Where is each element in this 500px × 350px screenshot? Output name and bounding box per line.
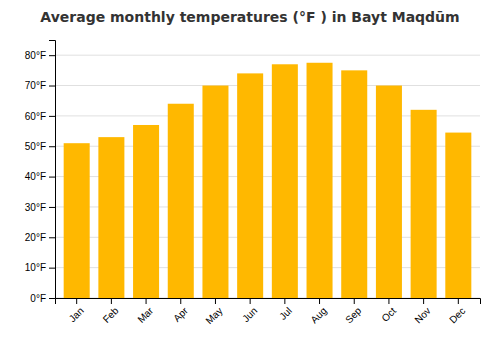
x-tick-mark: [423, 298, 424, 304]
x-tick-label: Nov: [412, 305, 432, 325]
x-tick: May: [204, 298, 225, 326]
x-tick: Dec: [447, 298, 467, 325]
x-tick: Nov: [412, 298, 432, 325]
y-tick: 10°F: [25, 262, 55, 273]
bar: [64, 143, 90, 298]
x-tick: Sep: [343, 298, 364, 325]
y-tick-mark: [49, 177, 55, 178]
x-tick-label: Dec: [447, 305, 467, 325]
plot: 0°F 10°F 20°F 30°F 40°F 50°F 60°F 70°F 80°F Jan Fe…: [25, 41, 481, 327]
y-tick-mark: [49, 55, 55, 56]
y-axis-line: [49, 41, 56, 299]
x-axis: Jan Feb Mar Apr May Jun Jul Aug Sep Oct Nov Dec: [56, 298, 481, 326]
x-tick-mark: [76, 298, 77, 304]
bars: [64, 63, 472, 298]
x-tick-label: Feb: [101, 305, 121, 325]
x-tick-label: Mar: [135, 305, 155, 325]
title: Average monthly temperatures (°F ) in Ba…: [40, 9, 459, 25]
chart: Average monthly temperatures (°F ) in Ba…: [0, 0, 500, 350]
y-tick: 80°F: [25, 50, 55, 61]
y-tick-mark: [49, 207, 55, 208]
x-tick-mark: [388, 298, 389, 304]
y-tick-mark: [49, 237, 55, 238]
y-tick: 30°F: [25, 202, 55, 213]
x-tick-mark: [458, 298, 459, 304]
bar: [272, 64, 298, 298]
bar: [168, 104, 194, 298]
y-tick: 0°F: [30, 293, 55, 304]
y-tick: 50°F: [25, 141, 55, 152]
x-tick-mark: [319, 298, 320, 304]
bar: [307, 63, 333, 298]
x-tick-mark: [146, 298, 147, 304]
y-tick-label: 50°F: [25, 141, 46, 152]
y-tick-label: 80°F: [25, 50, 46, 61]
y-tick-label: 40°F: [25, 171, 46, 182]
y-tick-mark: [49, 116, 55, 117]
bar: [98, 137, 124, 298]
y-tick-label: 70°F: [25, 80, 46, 91]
grid: [55, 55, 480, 298]
x-tick-mark: [215, 298, 216, 304]
y-tick-label: 60°F: [25, 111, 46, 122]
x-axis-line: [56, 299, 481, 305]
x-tick-mark: [284, 298, 285, 304]
x-tick: Aug: [308, 298, 328, 325]
x-tick: Apr: [171, 298, 190, 324]
bar: [411, 110, 437, 298]
x-tick: Feb: [101, 298, 121, 325]
x-tick-mark: [180, 298, 181, 304]
y-tick-mark: [49, 146, 55, 147]
y-tick: 40°F: [25, 171, 55, 182]
grid-line: [55, 85, 480, 86]
y-tick-label: 10°F: [25, 262, 46, 273]
x-tick-mark: [354, 298, 355, 304]
x-tick-label: Jun: [240, 305, 259, 324]
x-tick-label: May: [204, 305, 225, 326]
x-tick-label: Jul: [277, 305, 294, 322]
y-tick: 20°F: [25, 232, 55, 243]
y-axis: 0°F 10°F 20°F 30°F 40°F 50°F 60°F 70°F 80°F: [25, 41, 56, 304]
bar: [376, 86, 402, 298]
x-tick-label: Sep: [343, 305, 364, 326]
bar: [202, 86, 228, 298]
y-tick-mark: [49, 86, 55, 87]
x-tick: Jun: [240, 298, 259, 324]
y-tick: 70°F: [25, 80, 55, 91]
y-tick-mark: [49, 268, 55, 269]
x-tick-label: Apr: [171, 305, 190, 324]
x-tick: Oct: [379, 298, 398, 324]
bar: [133, 125, 159, 298]
y-tick-mark: [49, 298, 55, 299]
bar: [237, 73, 263, 298]
grid-line: [55, 55, 480, 56]
x-tick-mark: [250, 298, 251, 304]
x-tick-label: Jan: [67, 305, 86, 324]
bar: [341, 70, 367, 298]
x-tick: Jan: [67, 298, 86, 324]
y-tick: 60°F: [25, 111, 55, 122]
x-tick-label: Aug: [308, 305, 328, 325]
x-tick-mark: [111, 298, 112, 304]
x-tick: Jul: [277, 298, 294, 322]
y-tick-label: 20°F: [25, 232, 46, 243]
y-tick-label: 0°F: [30, 293, 46, 304]
x-tick-label: Oct: [379, 305, 398, 324]
y-tick-label: 30°F: [25, 202, 46, 213]
x-tick: Mar: [135, 298, 155, 325]
bar: [445, 133, 471, 298]
